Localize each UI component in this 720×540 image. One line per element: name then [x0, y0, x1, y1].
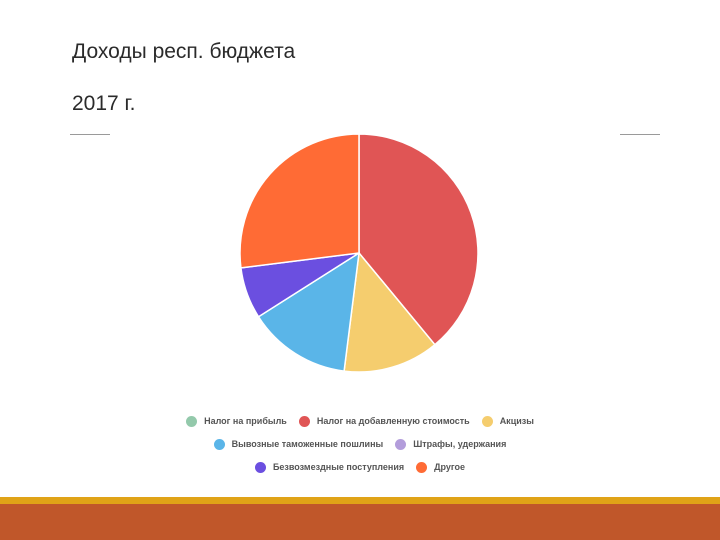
legend-item-vat[interactable]: Налог на добавленную стоимость	[298, 415, 470, 427]
legend-label: Безвозмездные поступления	[272, 462, 405, 472]
legend-swatch	[416, 461, 428, 473]
legend-label: Налог на прибыль	[204, 416, 287, 426]
legend-label: Вывозные таможенные пошлины	[231, 439, 384, 449]
slide-subtitle-year: 2017 г.	[72, 92, 136, 115]
legend-item-fines[interactable]: Штрафы, удержания	[395, 438, 507, 450]
decorative-rule-left	[70, 134, 110, 135]
legend-swatch	[481, 415, 493, 427]
legend-swatch	[186, 415, 198, 427]
legend-row: Налог на прибыль Налог на добавленную ст…	[120, 415, 600, 427]
legend-item-excise[interactable]: Акцизы	[481, 415, 534, 427]
footer-accent-bar	[0, 497, 720, 504]
legend-swatch	[298, 415, 310, 427]
legend-label: Штрафы, удержания	[413, 439, 507, 449]
slide-title: Доходы респ. бюджета	[72, 40, 296, 63]
pie-slice-1[interactable]	[358, 133, 479, 346]
pie-slice-3[interactable]	[257, 251, 360, 372]
legend-item-grants[interactable]: Безвозмездные поступления	[254, 461, 405, 473]
pie-slice-6[interactable]	[239, 133, 360, 269]
pie-slice-2[interactable]	[343, 251, 436, 373]
legend-swatch	[395, 438, 407, 450]
pie-chart	[239, 133, 479, 373]
chart-legend: Налог на прибыль Налог на добавленную ст…	[120, 415, 600, 484]
legend-swatch	[213, 438, 225, 450]
legend-label: Другое	[434, 462, 466, 472]
legend-row: Вывозные таможенные пошлины Штрафы, удер…	[120, 438, 600, 450]
footer-bar	[0, 504, 720, 540]
legend-item-other[interactable]: Другое	[416, 461, 466, 473]
legend-label: Налог на добавленную стоимость	[316, 416, 470, 426]
legend-swatch	[254, 461, 266, 473]
legend-item-profit-tax[interactable]: Налог на прибыль	[186, 415, 287, 427]
decorative-rule-right	[620, 134, 660, 135]
legend-row: Безвозмездные поступления Другое	[120, 461, 600, 473]
legend-item-export-duties[interactable]: Вывозные таможенные пошлины	[213, 438, 384, 450]
legend-label: Акцизы	[499, 416, 534, 426]
